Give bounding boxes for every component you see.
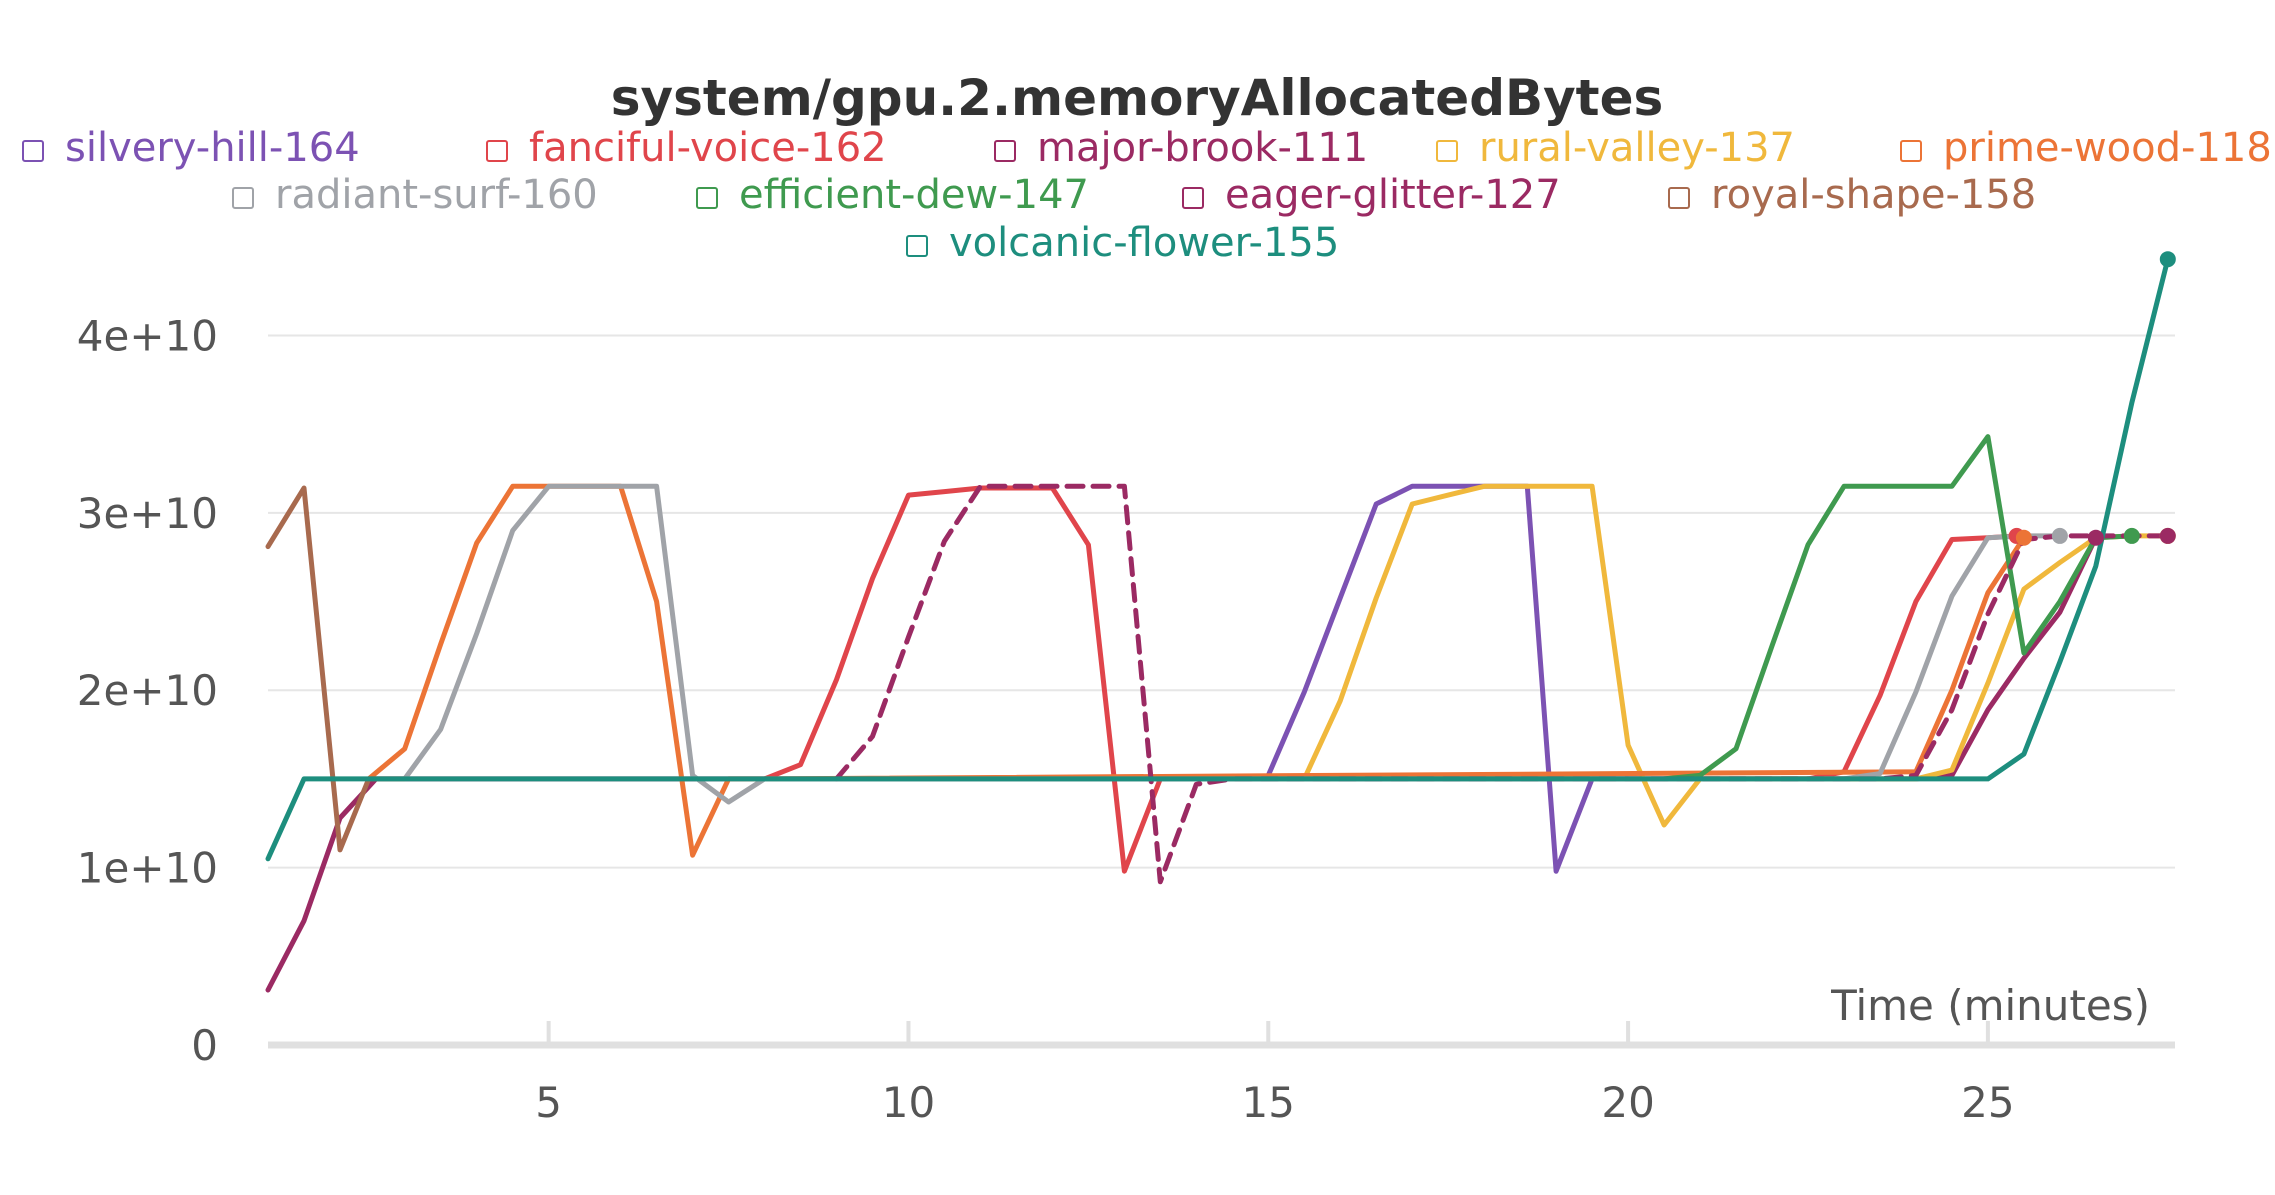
- legend-swatch: [1436, 140, 1458, 162]
- legend-swatch: [486, 140, 508, 162]
- legend-label: eager-glitter-127: [1225, 172, 1561, 218]
- legend-label: volcanic-flower-155: [949, 220, 1339, 266]
- legend-label: prime-wood-118: [1943, 125, 2272, 171]
- legend-item-major-brook-111[interactable]: major-brook-111: [994, 125, 1368, 171]
- legend-swatch: [1900, 140, 1922, 162]
- legend-item-royal-shape-158[interactable]: royal-shape-158: [1668, 172, 2036, 218]
- legend-swatch: [1668, 187, 1690, 209]
- x-tick-label: 15: [1242, 1078, 1295, 1127]
- legend-swatch: [232, 187, 254, 209]
- legend-swatch: [696, 187, 718, 209]
- x-axis-label: Time (minutes): [1830, 981, 2150, 1030]
- series-line-silvery-hill-164: [1265, 483, 1631, 874]
- series-endpoint-efficient-dew-147: [2123, 527, 2140, 544]
- legend: silvery-hill-164 fanciful-voice-162 major-…: [22, 125, 2272, 266]
- series-line-rural-valley-137: [1265, 483, 2171, 828]
- legend-item-silvery-hill-164[interactable]: silvery-hill-164: [22, 125, 360, 171]
- grid-lines: [268, 334, 2175, 869]
- legend-label: major-brook-111: [1037, 125, 1368, 171]
- legend-label: rural-valley-137: [1479, 125, 1795, 171]
- series-line-efficient-dew-147: [1661, 434, 2135, 782]
- series-endpoint-major-brook-111: [2087, 529, 2104, 546]
- legend-label: silvery-hill-164: [65, 125, 360, 171]
- series-line-prime-wood-118: [366, 483, 2027, 858]
- legend-swatch: [994, 140, 1016, 162]
- legend-label: efficient-dew-147: [739, 172, 1089, 218]
- legend-swatch: [906, 235, 928, 257]
- series-endpoint-prime-wood-118: [2015, 529, 2032, 546]
- y-tick-label: 2e+10: [77, 666, 218, 715]
- legend-swatch: [1182, 187, 1204, 209]
- legend-item-radiant-surf-160[interactable]: radiant-surf-160: [232, 172, 598, 218]
- legend-label: royal-shape-158: [1711, 172, 2036, 218]
- series-endpoint-eager-glitter-127: [2159, 527, 2176, 544]
- y-tick-label: 0: [191, 1021, 218, 1070]
- x-axis: 5 10 15 20 25: [268, 1021, 2175, 1127]
- legend-item-eager-glitter-127[interactable]: eager-glitter-127: [1182, 172, 1561, 218]
- legend-item-volcanic-flower-155[interactable]: volcanic-flower-155: [906, 220, 1339, 266]
- y-axis: 0 1e+10 2e+10 3e+10 4e+10: [77, 311, 218, 1070]
- legend-label: radiant-surf-160: [275, 172, 598, 218]
- series-layer: [265, 256, 2171, 993]
- legend-swatch: [22, 140, 44, 162]
- x-tick-label: 10: [882, 1078, 935, 1127]
- series-line-royal-shape-158: [265, 485, 408, 853]
- legend-item-rural-valley-137[interactable]: rural-valley-137: [1436, 125, 1795, 171]
- series-line-fanciful-voice-162: [762, 485, 2020, 874]
- legend-label: fanciful-voice-162: [529, 125, 887, 171]
- y-tick-label: 3e+10: [77, 489, 218, 538]
- legend-item-prime-wood-118[interactable]: prime-wood-118: [1900, 125, 2272, 171]
- series-endpoint-radiant-surf-160: [2051, 527, 2068, 544]
- series-line-radiant-surf-160: [402, 483, 2063, 805]
- y-tick-label: 4e+10: [77, 311, 218, 360]
- x-tick-label: 25: [1961, 1078, 2014, 1127]
- series-endpoint-volcanic-flower-155: [2159, 251, 2176, 268]
- chart-title: system/gpu.2.memoryAllocatedBytes: [611, 69, 1664, 127]
- series-endpoints: [2008, 251, 2176, 546]
- series-line-eager-glitter-127: [834, 483, 2171, 885]
- legend-item-efficient-dew-147[interactable]: efficient-dew-147: [696, 172, 1089, 218]
- legend-item-fanciful-voice-162[interactable]: fanciful-voice-162: [486, 125, 887, 171]
- x-tick-label: 5: [535, 1078, 562, 1127]
- y-tick-label: 1e+10: [77, 844, 218, 893]
- x-tick-label: 20: [1601, 1078, 1654, 1127]
- series-line-major-brook-111: [265, 535, 2099, 993]
- series-line-volcanic-flower-155: [265, 256, 2171, 862]
